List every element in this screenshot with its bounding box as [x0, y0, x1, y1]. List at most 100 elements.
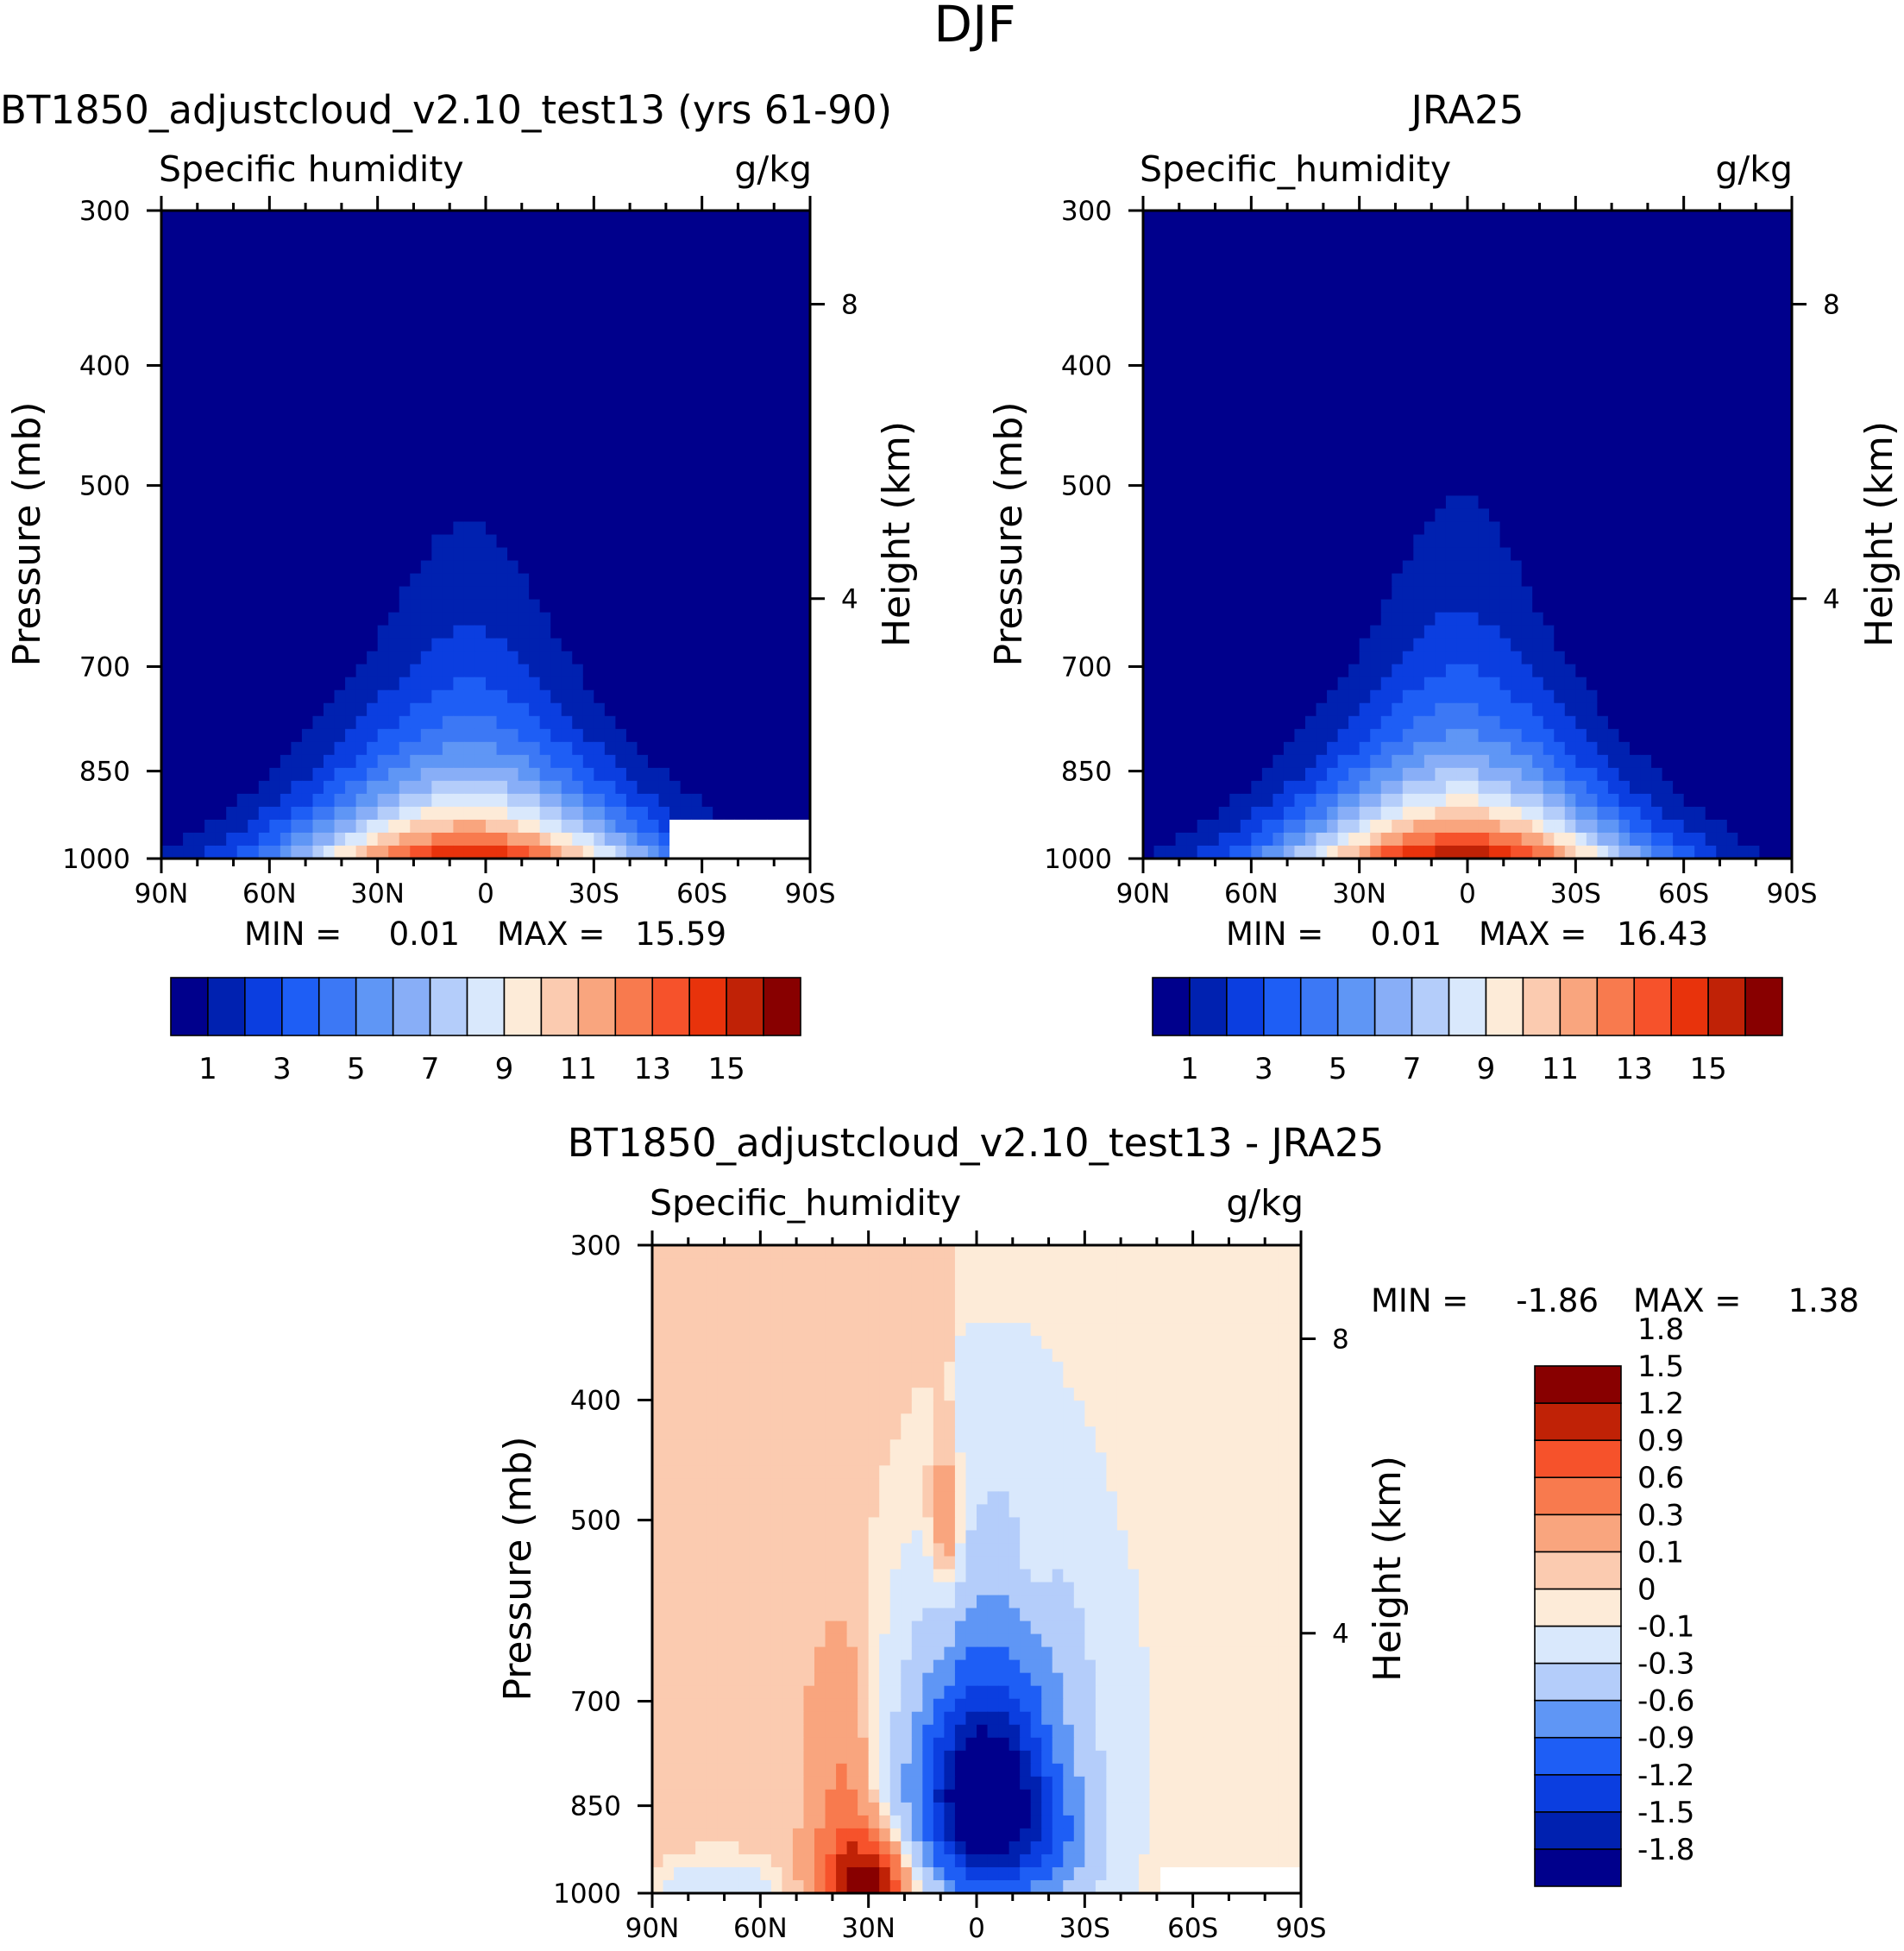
- heatmap-cell: [1543, 314, 1555, 328]
- heatmap-cell: [529, 431, 541, 444]
- heatmap-cell: [399, 767, 411, 782]
- heatmap-cell: [431, 547, 443, 562]
- heatmap-cell: [1532, 534, 1544, 549]
- heatmap-cell: [410, 469, 422, 484]
- heatmap-cell: [529, 405, 541, 419]
- heatmap-cell: [1413, 495, 1425, 510]
- heatmap-cell: [799, 379, 811, 393]
- heatmap-cell: [486, 612, 498, 626]
- heatmap-cell: [637, 379, 649, 393]
- heatmap-cell: [756, 780, 768, 795]
- heatmap-cell: [777, 625, 789, 639]
- heatmap-cell: [496, 262, 508, 276]
- heatmap-cell: [1445, 534, 1458, 549]
- heatmap-cell: [1392, 340, 1404, 354]
- heatmap-cell: [1337, 444, 1349, 457]
- heatmap-cell: [723, 456, 735, 470]
- heatmap-cell: [453, 262, 465, 276]
- heatmap-cell: [615, 392, 627, 406]
- heatmap-cell: [1554, 392, 1566, 406]
- heatmap-cell: [269, 508, 281, 523]
- heatmap-cell: [453, 444, 465, 457]
- heatmap-cell: [1586, 262, 1598, 276]
- heatmap-cell: [324, 444, 336, 457]
- heatmap-cell: [1445, 327, 1458, 341]
- heatmap-cell: [367, 638, 379, 652]
- heatmap-cell: [269, 495, 281, 510]
- heatmap-cell: [291, 625, 303, 639]
- heatmap-cell: [539, 651, 551, 665]
- heatmap-cell: [183, 793, 195, 808]
- heatmap-cell: [183, 379, 195, 393]
- heatmap-cell: [334, 677, 346, 691]
- heatmap-cell: [648, 392, 660, 406]
- heatmap-cell: [1673, 521, 1685, 536]
- heatmap-cell: [529, 521, 541, 536]
- heatmap-cell: [1229, 534, 1241, 549]
- heatmap-cell: [1197, 534, 1209, 549]
- heatmap-cell: [637, 702, 649, 717]
- heatmap-cell: [799, 741, 811, 756]
- heatmap-cell: [582, 560, 594, 575]
- heatmap-cell: [615, 819, 627, 834]
- heatmap-cell: [1640, 560, 1652, 575]
- heatmap-cell: [1748, 366, 1760, 380]
- heatmap-cell: [442, 521, 454, 536]
- heatmap-cell: [669, 534, 682, 549]
- heatmap-cell: [1651, 236, 1663, 250]
- heatmap-cell: [1197, 573, 1209, 588]
- heatmap-cell: [1283, 469, 1296, 484]
- heatmap-cell: [680, 651, 692, 665]
- heatmap-cell: [334, 832, 346, 846]
- heatmap-cell: [388, 806, 400, 821]
- heatmap-cell: [625, 651, 638, 665]
- heatmap-cell: [258, 767, 270, 782]
- heatmap-cell: [766, 508, 778, 523]
- heatmap-cell: [345, 366, 357, 380]
- heatmap-cell: [766, 353, 778, 367]
- colorbar-swatch: [614, 977, 654, 1036]
- heatmap-cell: [1229, 444, 1241, 457]
- heatmap-cell: [539, 560, 551, 575]
- heatmap-cell: [431, 651, 443, 665]
- heatmap-cell: [561, 456, 573, 470]
- heatmap-cell: [1402, 262, 1414, 276]
- heatmap-cell: [1402, 573, 1414, 588]
- heatmap-cell: [1769, 469, 1782, 484]
- heatmap-cell: [1402, 353, 1414, 367]
- heatmap-cell: [637, 612, 649, 626]
- heatmap-cell: [334, 560, 346, 575]
- heatmap-cell: [1153, 314, 1166, 328]
- heatmap-cell: [1251, 612, 1263, 626]
- heatmap-cell: [367, 573, 379, 588]
- heatmap-cell: [691, 469, 703, 484]
- heatmap-cell: [172, 573, 184, 588]
- heatmap-cell: [453, 780, 465, 795]
- heatmap-cell: [399, 534, 411, 549]
- heatmap-cell: [680, 262, 692, 276]
- heatmap-cell: [1337, 314, 1349, 328]
- heatmap-cell: [766, 689, 778, 704]
- heatmap-cell: [637, 327, 649, 341]
- heatmap-cell: [799, 418, 811, 431]
- heatmap-cell: [1543, 288, 1555, 302]
- heatmap-cell: [680, 340, 692, 354]
- heatmap-cell: [723, 469, 735, 484]
- heatmap-cell: [713, 236, 725, 250]
- heatmap-cell: [312, 832, 324, 846]
- heatmap-cell: [334, 275, 346, 289]
- heatmap-cell: [215, 806, 227, 821]
- heatmap-cell: [1673, 560, 1685, 575]
- heatmap-cell: [1511, 534, 1523, 549]
- heatmap-cell: [1251, 418, 1263, 431]
- heatmap-cell: [658, 780, 670, 795]
- heatmap-cell: [388, 767, 400, 782]
- heatmap-cell: [1769, 560, 1782, 575]
- heatmap-cell: [1229, 392, 1241, 406]
- heatmap-cell: [561, 340, 573, 354]
- heatmap-cell: [334, 728, 346, 743]
- heatmap-cell: [658, 728, 670, 743]
- heatmap-cell: [518, 806, 530, 821]
- heatmap-cell: [269, 236, 281, 250]
- heatmap-cell: [204, 444, 217, 457]
